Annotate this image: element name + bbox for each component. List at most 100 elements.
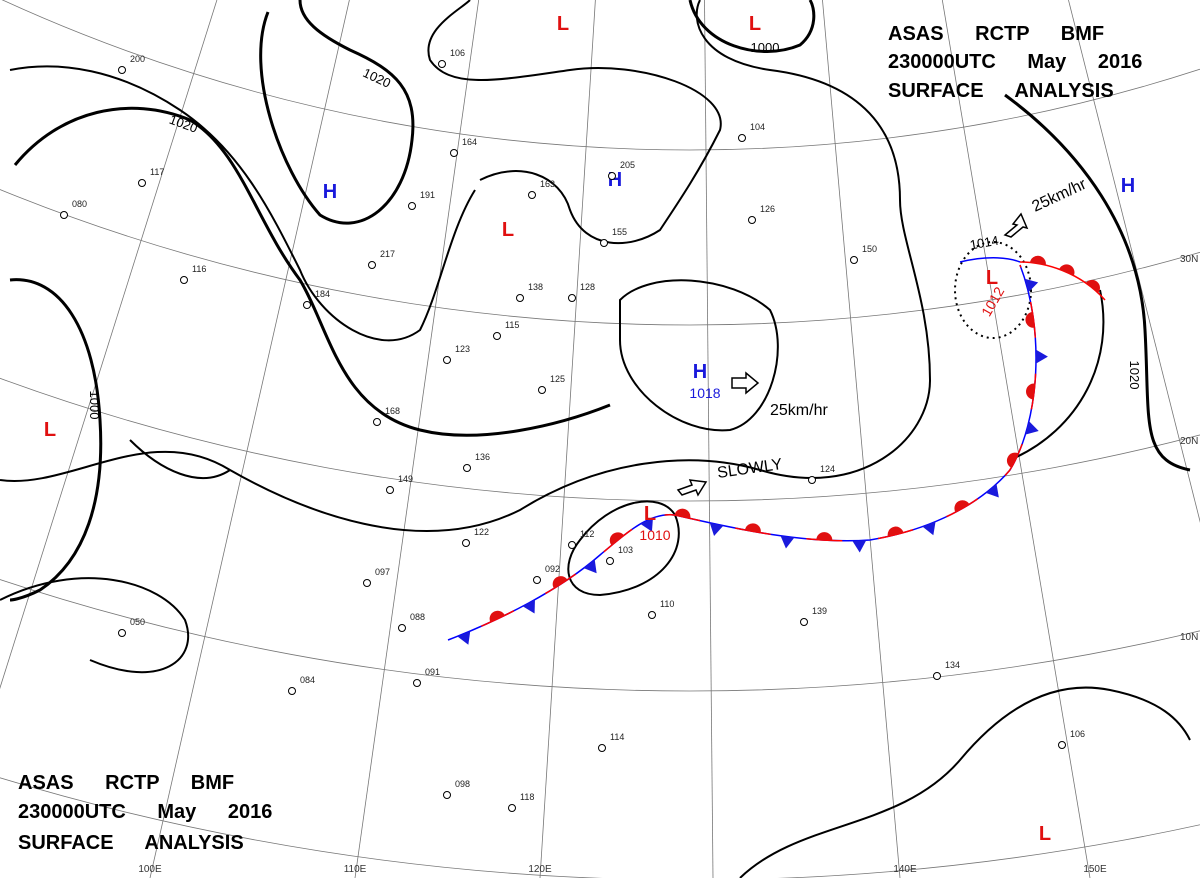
warm-symbol	[816, 532, 833, 541]
triangle	[1024, 278, 1039, 293]
station-marker	[398, 624, 406, 632]
warm-symbol	[1006, 452, 1019, 468]
station-pressure: 084	[300, 675, 315, 685]
station-pressure: 168	[385, 406, 400, 416]
fronts	[447, 255, 1106, 645]
motion-arrow	[731, 371, 760, 395]
warm-symbol	[1026, 383, 1035, 400]
semicircle	[887, 526, 904, 537]
cold-symbol	[522, 599, 535, 614]
pressure-center: L	[44, 419, 56, 441]
warm-symbol	[489, 610, 505, 623]
station-marker	[443, 791, 451, 799]
station-marker	[933, 672, 941, 680]
isobar-label: 1000	[751, 40, 780, 55]
longitude-line	[822, 0, 901, 878]
motion-arrows	[676, 212, 1029, 497]
semicircle	[954, 500, 970, 513]
station-pressure: 126	[760, 204, 775, 214]
station-marker	[138, 179, 146, 187]
dashed-isobar	[954, 241, 1032, 339]
station-marker	[443, 356, 451, 364]
pressure-center: H	[608, 169, 622, 191]
longitude-line	[539, 0, 596, 878]
isobar	[567, 500, 680, 597]
isobar-label: 1000	[87, 391, 102, 420]
station-pressure: 136	[475, 452, 490, 462]
longitude-line	[941, 0, 1091, 878]
station-marker	[60, 211, 68, 219]
semicircle	[744, 523, 761, 533]
station-pressure: 092	[545, 564, 560, 574]
station-pressure: 097	[375, 567, 390, 577]
station-marker	[808, 476, 816, 484]
station-marker	[118, 66, 126, 74]
station-marker	[288, 687, 296, 695]
warm-symbol	[609, 532, 624, 546]
warm-symbol	[954, 500, 970, 513]
isobar	[427, 0, 722, 245]
triangle	[709, 522, 724, 536]
front-warm-segment	[544, 573, 577, 595]
station-marker	[538, 386, 546, 394]
longitude-label: 100E	[138, 864, 162, 875]
front-warm-segment	[480, 610, 515, 627]
station-marker	[800, 618, 808, 626]
latitude-label: 30N	[1180, 254, 1198, 265]
semicircle	[1029, 255, 1046, 266]
cold-symbol	[852, 540, 867, 553]
triangle	[852, 540, 867, 553]
header-line: SURFACE ANALYSIS	[888, 80, 1114, 102]
semicircle	[674, 508, 691, 519]
cold-symbol	[1024, 278, 1039, 293]
station-pressure: 128	[580, 282, 595, 292]
triangle	[522, 599, 535, 614]
motion-label: 25km/hr	[770, 402, 828, 419]
triangle	[922, 521, 936, 536]
station-marker	[600, 239, 608, 247]
semicircle	[1006, 452, 1019, 468]
station-marker	[386, 486, 394, 494]
pressure-center: H	[1121, 175, 1135, 197]
semicircle	[1059, 264, 1075, 276]
pressure-center: H	[693, 361, 707, 383]
front-warm-segment	[1030, 373, 1037, 410]
footer-line: 230000UTC May 2016	[18, 801, 272, 823]
station-pressure: 163	[540, 179, 555, 189]
warm-symbol	[1059, 264, 1075, 276]
header-line: ASAS RCTP BMF	[888, 23, 1104, 45]
station-pressure: 115	[505, 320, 519, 330]
triangle	[985, 483, 999, 498]
front-warm-segment	[946, 498, 979, 518]
semicircle	[609, 532, 624, 546]
front-warm-segment	[806, 538, 843, 542]
station-marker	[408, 202, 416, 210]
isobar	[0, 577, 190, 674]
central-pressure: 1018	[689, 385, 720, 401]
station-marker	[648, 611, 656, 619]
front-warm-segment	[1004, 443, 1023, 476]
station-pressure: 106	[1070, 729, 1085, 739]
pressure-center: L	[749, 13, 761, 35]
cold-symbol	[1035, 349, 1048, 364]
cold-symbol	[1025, 421, 1039, 435]
pressure-center: L	[986, 267, 998, 289]
station-marker	[606, 557, 614, 565]
footer-line: SURFACE ANALYSIS	[18, 832, 244, 854]
station-marker	[568, 541, 576, 549]
semicircle	[1085, 279, 1100, 293]
motion-arrow	[1003, 212, 1029, 238]
front-line	[959, 257, 1021, 263]
station-marker	[463, 464, 471, 472]
station-marker	[598, 744, 606, 752]
station-pressure: 184	[315, 289, 330, 299]
station-pressure: 106	[450, 48, 465, 58]
cold-symbol	[985, 483, 999, 498]
station-marker	[508, 804, 516, 812]
warm-symbol	[744, 523, 761, 533]
station-pressure: 164	[462, 137, 477, 147]
longitude-line	[704, 0, 714, 878]
footer-line: ASAS RCTP BMF	[18, 772, 234, 794]
